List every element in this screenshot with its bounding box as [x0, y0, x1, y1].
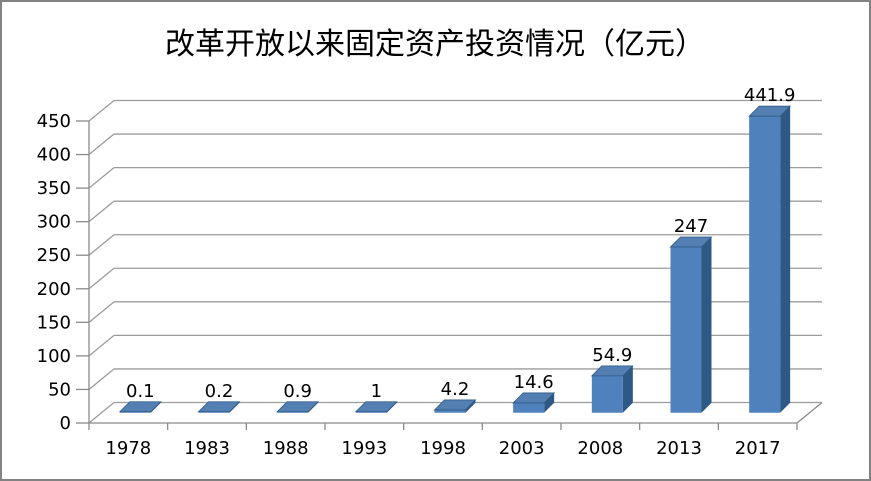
gridline-connector	[88, 133, 115, 156]
bar-value-label: 1	[371, 381, 382, 402]
x-tick-label: 1998	[420, 438, 466, 459]
y-tick-label: 400	[37, 145, 71, 166]
bar-value-label: 0.9	[283, 381, 312, 402]
x-tick-label: 2017	[735, 438, 781, 459]
x-tick-label: 2003	[499, 438, 545, 459]
floor-right-edge	[796, 401, 823, 424]
bar-value-label: 54.9	[592, 345, 632, 366]
bar-value-label: 4.2	[441, 379, 470, 400]
bar-front-face	[513, 402, 545, 413]
x-tick-label: 2008	[577, 438, 623, 459]
bar-side-face	[701, 236, 712, 413]
bar-front-face	[670, 246, 702, 413]
y-tick-label: 200	[37, 279, 71, 300]
bar-value-label: 441.9	[744, 85, 796, 106]
bar-1983	[197, 401, 241, 413]
y-tick-label: 350	[37, 178, 71, 199]
bar-top-face	[354, 401, 398, 413]
y-tick-label: 0	[60, 413, 71, 434]
y-tick-label: 450	[37, 111, 71, 132]
x-tick-label: 2013	[656, 438, 702, 459]
gridline-connector	[88, 167, 115, 189]
bar-front-face	[591, 375, 623, 413]
bar-top-face	[197, 401, 241, 413]
y-tick-label: 150	[37, 312, 71, 333]
gridline-connector	[88, 334, 115, 357]
bar-value-label: 247	[674, 216, 708, 237]
bar-side-face	[622, 365, 633, 413]
bar-side-face	[780, 106, 791, 413]
bar-1978	[118, 401, 162, 413]
bar-value-label: 0.1	[126, 381, 155, 402]
x-tick-label: 1993	[341, 438, 387, 459]
bar-top-face	[433, 399, 477, 411]
bar-front-face	[749, 116, 781, 413]
y-tick-label: 250	[37, 245, 71, 266]
plot-area: 0 50 100 150 200 250 300 350 400 450 0.1 0.2 0.9 1 4.2…	[37, 85, 823, 459]
bar-1998	[433, 399, 477, 413]
bar-2013	[669, 236, 713, 413]
bar-top-face	[512, 392, 556, 404]
gridline-connector	[88, 99, 115, 122]
bar-top-face	[669, 236, 713, 248]
gridline-connector	[88, 368, 115, 390]
bar-1988	[276, 401, 320, 413]
gridline-connector	[88, 401, 115, 424]
bar-top-face	[590, 365, 634, 377]
y-tick-label: 100	[37, 346, 71, 367]
bar-2017	[748, 105, 792, 413]
gridline-connector	[88, 234, 115, 256]
gridline-connector	[88, 301, 115, 323]
bar-front-face	[434, 409, 466, 413]
bar-top-face	[118, 401, 162, 413]
y-tick-label: 300	[37, 212, 71, 233]
x-tick-label: 1988	[263, 438, 309, 459]
bar-1993	[354, 401, 398, 413]
gridline-connector	[88, 267, 115, 290]
bar-side-face	[465, 399, 476, 413]
bar-value-label: 0.2	[205, 381, 234, 402]
bar-side-face	[544, 392, 555, 413]
x-tick-label: 1983	[184, 438, 230, 459]
chart-title: 改革开放以来固定资产投资情况（亿元）	[165, 27, 705, 62]
bar-value-label: 14.6	[514, 372, 554, 393]
x-tick-label: 1978	[105, 438, 151, 459]
y-tick-label: 50	[48, 379, 71, 400]
bar-top-face	[276, 401, 320, 413]
gridline-connector	[88, 200, 115, 223]
bar-2008	[590, 365, 634, 413]
bar-2003	[512, 392, 556, 413]
bar-top-face	[748, 105, 792, 117]
